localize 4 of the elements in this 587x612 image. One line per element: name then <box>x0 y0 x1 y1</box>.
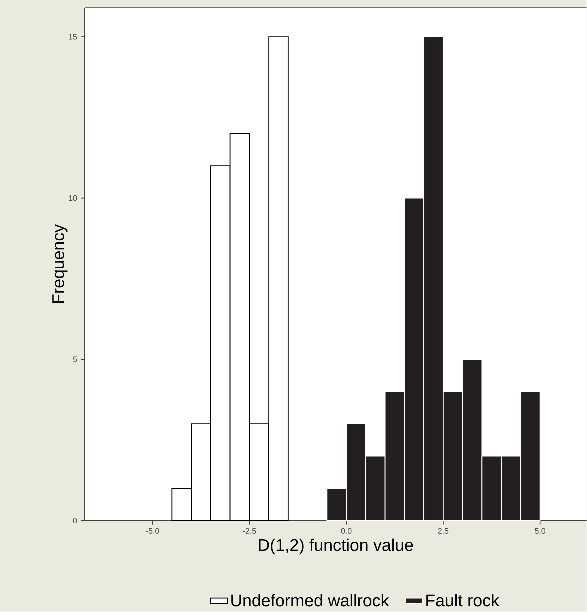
legend-label: Fault rock <box>426 594 500 607</box>
legend-label: Undeformed wallrock <box>231 594 390 607</box>
x-axis-title: D(1,2) function value <box>259 538 414 555</box>
y-axis-title: Frequency <box>52 224 68 304</box>
